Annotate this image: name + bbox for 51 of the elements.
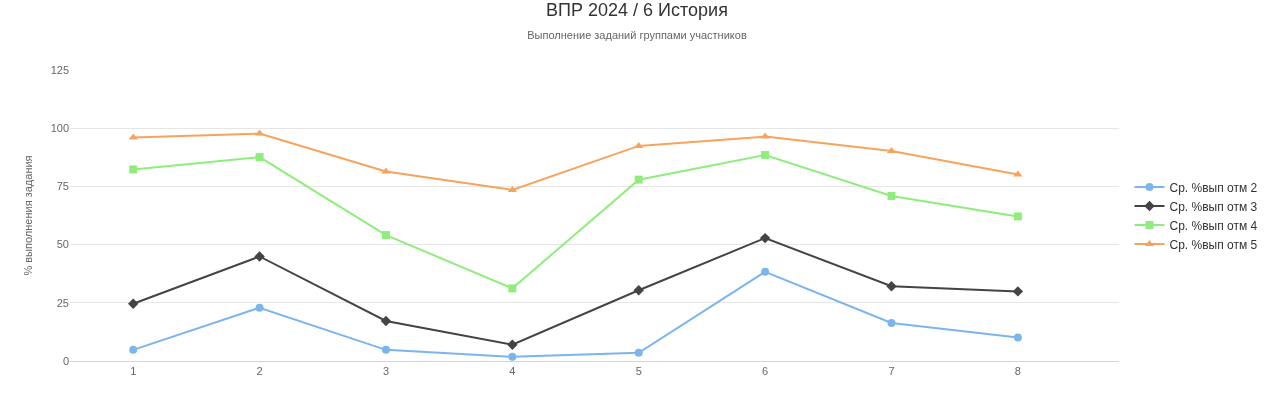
point [508,352,517,361]
point [507,185,517,192]
point [761,267,770,276]
y-tick-label: 50 [56,238,69,251]
point [886,281,897,292]
point [508,284,517,293]
point [887,191,896,200]
y-axis-title: % выполнения задания [22,155,35,276]
x-tick-label: 5 [635,365,642,378]
point [760,132,770,139]
x-tick-label: 3 [382,365,390,378]
y-tick-label: 0 [62,354,69,367]
x-tick-label: 7 [888,365,895,378]
point [1013,212,1022,221]
x-tick-label: 2 [256,365,263,378]
y-tick-label: 125 [50,63,69,76]
point [129,345,138,354]
legend-label: Ср. %вып отм 5 [1169,237,1258,252]
point [127,298,139,309]
point [761,150,770,159]
y-tick-label: 100 [50,122,69,135]
point [1013,170,1023,177]
x-tick-label: 4 [509,365,516,378]
y-tick-label: 75 [56,180,69,193]
chart-title: ВПР 2024 / 6 История [546,0,728,21]
point [633,285,644,296]
point [1013,333,1022,342]
point [381,231,390,240]
point [634,348,643,357]
point [128,133,138,140]
point [255,303,264,312]
point [380,315,392,327]
point [507,339,518,350]
legend-label: Ср. %вып отм 2 [1169,180,1258,195]
point [381,167,391,174]
x-tick-label: 1 [130,365,137,378]
point [1012,286,1024,297]
point [634,175,643,184]
point [381,345,390,354]
point [887,319,896,328]
point [255,153,264,162]
legend-label: Ср. %вып отм 3 [1169,199,1258,214]
y-tick-label: 25 [56,296,69,309]
point [634,141,644,148]
x-tick-label: 8 [1014,365,1021,378]
chart-subtitle: Выполнение заданий группами участников [527,29,747,42]
legend-label: Ср. %вып отм 4 [1169,218,1258,233]
x-tick-label: 6 [762,365,769,378]
point [254,251,265,262]
point [129,165,138,174]
point [759,232,771,244]
